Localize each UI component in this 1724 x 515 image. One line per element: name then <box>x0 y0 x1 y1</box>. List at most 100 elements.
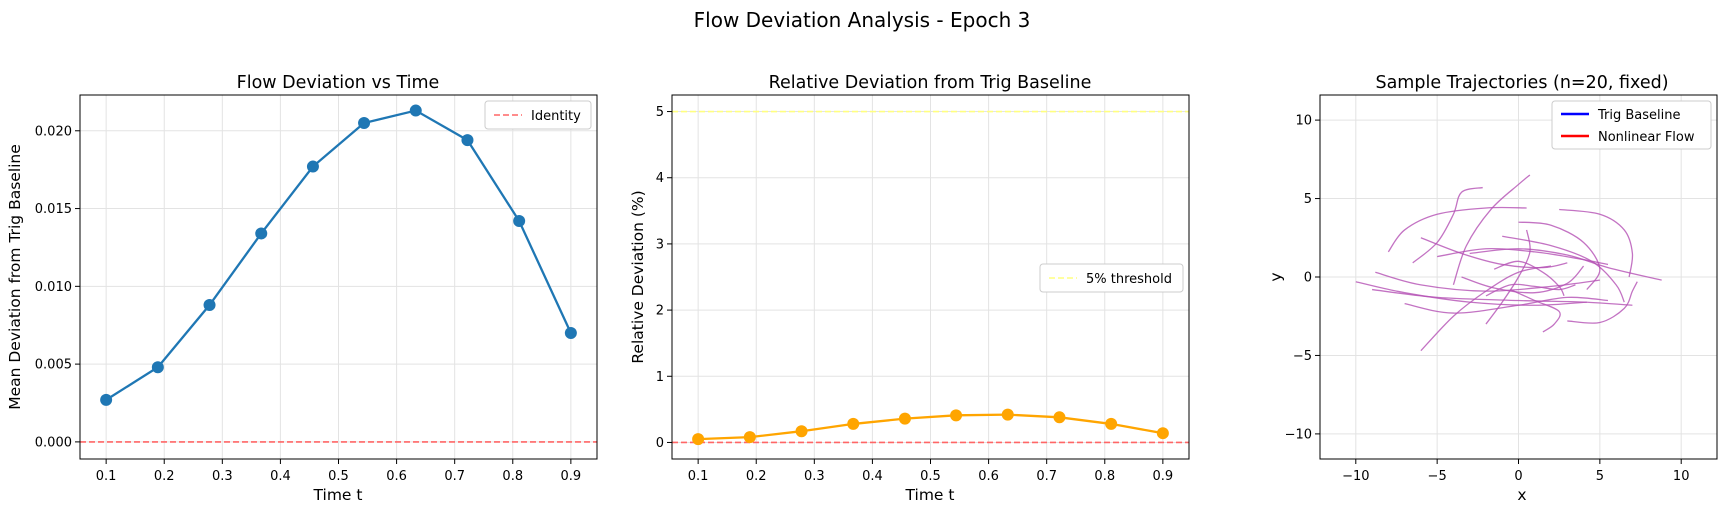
y-tick-label: 0.020 <box>35 124 72 139</box>
y-tick-label: 0 <box>1304 271 1312 286</box>
panel2-legend-box <box>1039 263 1184 293</box>
panel2-title: Relative Deviation from Trig Baseline <box>769 73 1092 93</box>
panel3-legend-box <box>1551 100 1712 150</box>
panel3-legend-trig-label: Trig Baseline <box>1597 108 1681 123</box>
panel3-x-label: x <box>1517 486 1526 504</box>
trajectory-line <box>1559 208 1634 278</box>
y-tick-label: 0 <box>656 436 664 451</box>
trajectory-line <box>1420 237 1568 269</box>
x-tick-label: 0.7 <box>444 469 465 484</box>
panel3-title: Sample Trajectories (n=20, fixed) <box>1375 73 1668 93</box>
data-point <box>1156 427 1169 440</box>
panel1-x-ticks: 0.1 0.2 0.3 0.4 0.5 0.6 0.7 0.8 0.9 <box>96 459 581 484</box>
x-tick-label: 0.8 <box>502 469 523 484</box>
trajectory-line <box>1485 283 1576 297</box>
x-tick-label: 0.7 <box>1036 469 1057 484</box>
panel1-title: Flow Deviation vs Time <box>237 73 440 93</box>
data-point <box>692 433 705 446</box>
data-point <box>409 104 422 117</box>
x-tick-label: 0.5 <box>920 469 941 484</box>
y-tick-label: 5 <box>1304 192 1312 207</box>
panel1-legend: Identity <box>484 100 592 130</box>
panel-flow-deviation: Flow Deviation vs Time 0.1 0.2 0.3 0.4 0.5 0.… <box>6 73 598 504</box>
x-tick-label: 0.3 <box>804 469 825 484</box>
panel1-grid <box>80 95 597 459</box>
trajectory-line <box>1404 296 1609 314</box>
x-tick-label: 0.4 <box>270 469 291 484</box>
y-tick-label: −5 <box>1293 349 1312 364</box>
data-point <box>795 425 808 438</box>
panel3-legend: Trig Baseline Nonlinear Flow <box>1551 100 1712 150</box>
panel1-legend-box <box>484 100 592 130</box>
panel2-x-ticks: 0.1 0.2 0.3 0.4 0.5 0.6 0.7 0.8 0.9 <box>688 459 1173 484</box>
x-tick-label: 0 <box>1514 469 1522 484</box>
trajectory-line <box>1420 265 1552 352</box>
trajectory-line <box>1452 174 1531 286</box>
x-tick-label: 5 <box>1596 469 1604 484</box>
y-tick-label: 3 <box>656 237 664 252</box>
y-tick-label: 10 <box>1295 114 1312 129</box>
series-line <box>698 413 1164 441</box>
panel3-legend-nonlinear-label: Nonlinear Flow <box>1598 130 1695 145</box>
trajectory-line <box>1518 221 1601 290</box>
x-tick-label: 0.6 <box>386 469 407 484</box>
data-point <box>898 412 911 425</box>
trajectory-line <box>1567 281 1638 324</box>
x-tick-label: 0.4 <box>862 469 883 484</box>
panel3-y-ticks: −10 −5 0 5 10 <box>1285 114 1320 442</box>
data-point <box>1053 411 1066 424</box>
y-tick-label: 2 <box>656 304 664 319</box>
data-point <box>847 417 860 430</box>
x-tick-label: 0.2 <box>746 469 767 484</box>
data-point <box>461 134 474 147</box>
x-tick-label: −5 <box>1428 469 1447 484</box>
panel1-y-label: Mean Deviation from Trig Baseline <box>6 144 24 410</box>
panel2-series <box>692 408 1169 446</box>
data-point <box>743 431 756 444</box>
y-tick-label: 4 <box>656 171 664 186</box>
panel1-y-ticks: 0.000 0.005 0.010 0.015 0.020 <box>35 124 80 450</box>
trajectory-line <box>1469 248 1662 281</box>
trajectory-line <box>1510 288 1561 333</box>
data-point <box>1001 408 1014 421</box>
y-tick-label: 0.010 <box>35 280 72 295</box>
data-point <box>358 117 371 129</box>
y-tick-label: 0.005 <box>35 358 72 373</box>
data-point <box>513 215 526 227</box>
data-point <box>151 361 164 374</box>
panel2-reference-lines <box>672 110 1189 444</box>
panel2-legend: 5% threshold <box>1039 263 1184 293</box>
trajectory-line <box>1387 206 1527 253</box>
x-tick-label: 0.8 <box>1094 469 1115 484</box>
panel1-series <box>100 104 577 406</box>
trajectory-line <box>1412 186 1483 264</box>
data-point <box>203 299 216 311</box>
trajectory-line <box>1461 265 1585 294</box>
data-point <box>950 409 963 422</box>
data-point <box>1105 417 1118 430</box>
data-point <box>100 393 113 406</box>
panel2-y-ticks: 0 1 2 3 4 5 <box>656 105 672 451</box>
panel1-legend-identity-label: Identity <box>531 109 581 124</box>
data-point <box>306 160 319 173</box>
y-tick-label: 0.015 <box>35 202 72 217</box>
data-point <box>564 327 577 339</box>
y-tick-label: 5 <box>656 105 664 120</box>
panel2-legend-threshold-label: 5% threshold <box>1086 272 1172 287</box>
x-tick-label: 0.5 <box>328 469 349 484</box>
y-tick-label: −10 <box>1285 427 1312 442</box>
trajectory-line <box>1371 288 1633 306</box>
panel1-x-label: Time t <box>313 486 363 504</box>
y-tick-label: 0.000 <box>35 435 72 450</box>
x-tick-label: 0.3 <box>212 469 233 484</box>
trajectory-line <box>1485 229 1531 325</box>
x-tick-label: −10 <box>1342 469 1369 484</box>
panel-sample-trajectories: Sample Trajectories (n=20, fixed) −10 −5 0… <box>1267 73 1718 504</box>
x-tick-label: 0.2 <box>154 469 175 484</box>
series-line <box>105 109 572 401</box>
data-point <box>255 227 268 240</box>
panel2-x-label: Time t <box>905 486 955 504</box>
figure-suptitle: Flow Deviation Analysis - Epoch 3 <box>694 8 1031 32</box>
panel2-y-label: Relative Deviation (%) <box>629 190 647 363</box>
